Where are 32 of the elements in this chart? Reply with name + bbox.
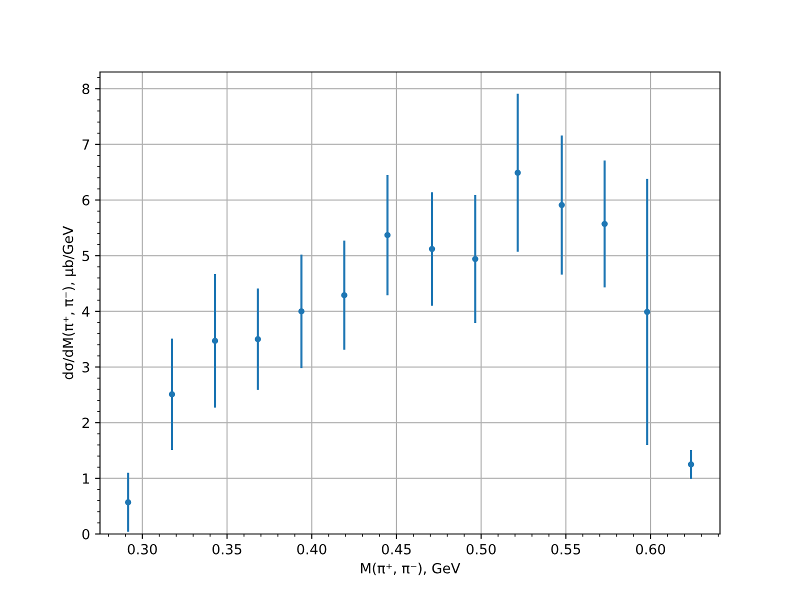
x-tick-label: 0.35 bbox=[212, 544, 242, 554]
x-tick-label: 0.60 bbox=[636, 544, 666, 554]
x-tick-label: 0.55 bbox=[551, 544, 580, 554]
point bbox=[514, 170, 521, 176]
y-tick-label: 0 bbox=[82, 528, 90, 540]
y-tick-label: 8 bbox=[82, 84, 90, 94]
point bbox=[341, 292, 348, 298]
y-tick-label: 6 bbox=[82, 194, 90, 206]
y-tick-label: 2 bbox=[82, 418, 89, 428]
point bbox=[212, 338, 218, 344]
point bbox=[602, 220, 608, 228]
y-tick-label: 3 bbox=[82, 362, 90, 372]
y-tick-label: 5 bbox=[82, 250, 90, 262]
point bbox=[298, 308, 305, 314]
y-axis-title: dσ/dM(π⁺, π⁻), μb/GeV bbox=[62, 226, 76, 380]
y-tick-label: 4 bbox=[82, 306, 90, 317]
y-tick-label: 7 bbox=[82, 140, 90, 150]
y-tick-label: 1 bbox=[82, 473, 89, 484]
point bbox=[472, 256, 478, 262]
point bbox=[688, 461, 694, 468]
point bbox=[644, 308, 650, 316]
point bbox=[428, 246, 436, 252]
x-tick-label: 0.40 bbox=[297, 544, 326, 554]
point bbox=[384, 232, 391, 238]
x-tick-label: 0.50 bbox=[466, 544, 496, 554]
x-axis-title: M(π⁺, π⁻), GeV bbox=[361, 562, 460, 576]
x-tick-label: 0.45 bbox=[382, 544, 411, 554]
point bbox=[168, 391, 176, 398]
x-tick-label: 0.30 bbox=[128, 544, 157, 554]
point bbox=[558, 202, 565, 208]
point bbox=[124, 499, 132, 506]
point bbox=[254, 336, 262, 342]
